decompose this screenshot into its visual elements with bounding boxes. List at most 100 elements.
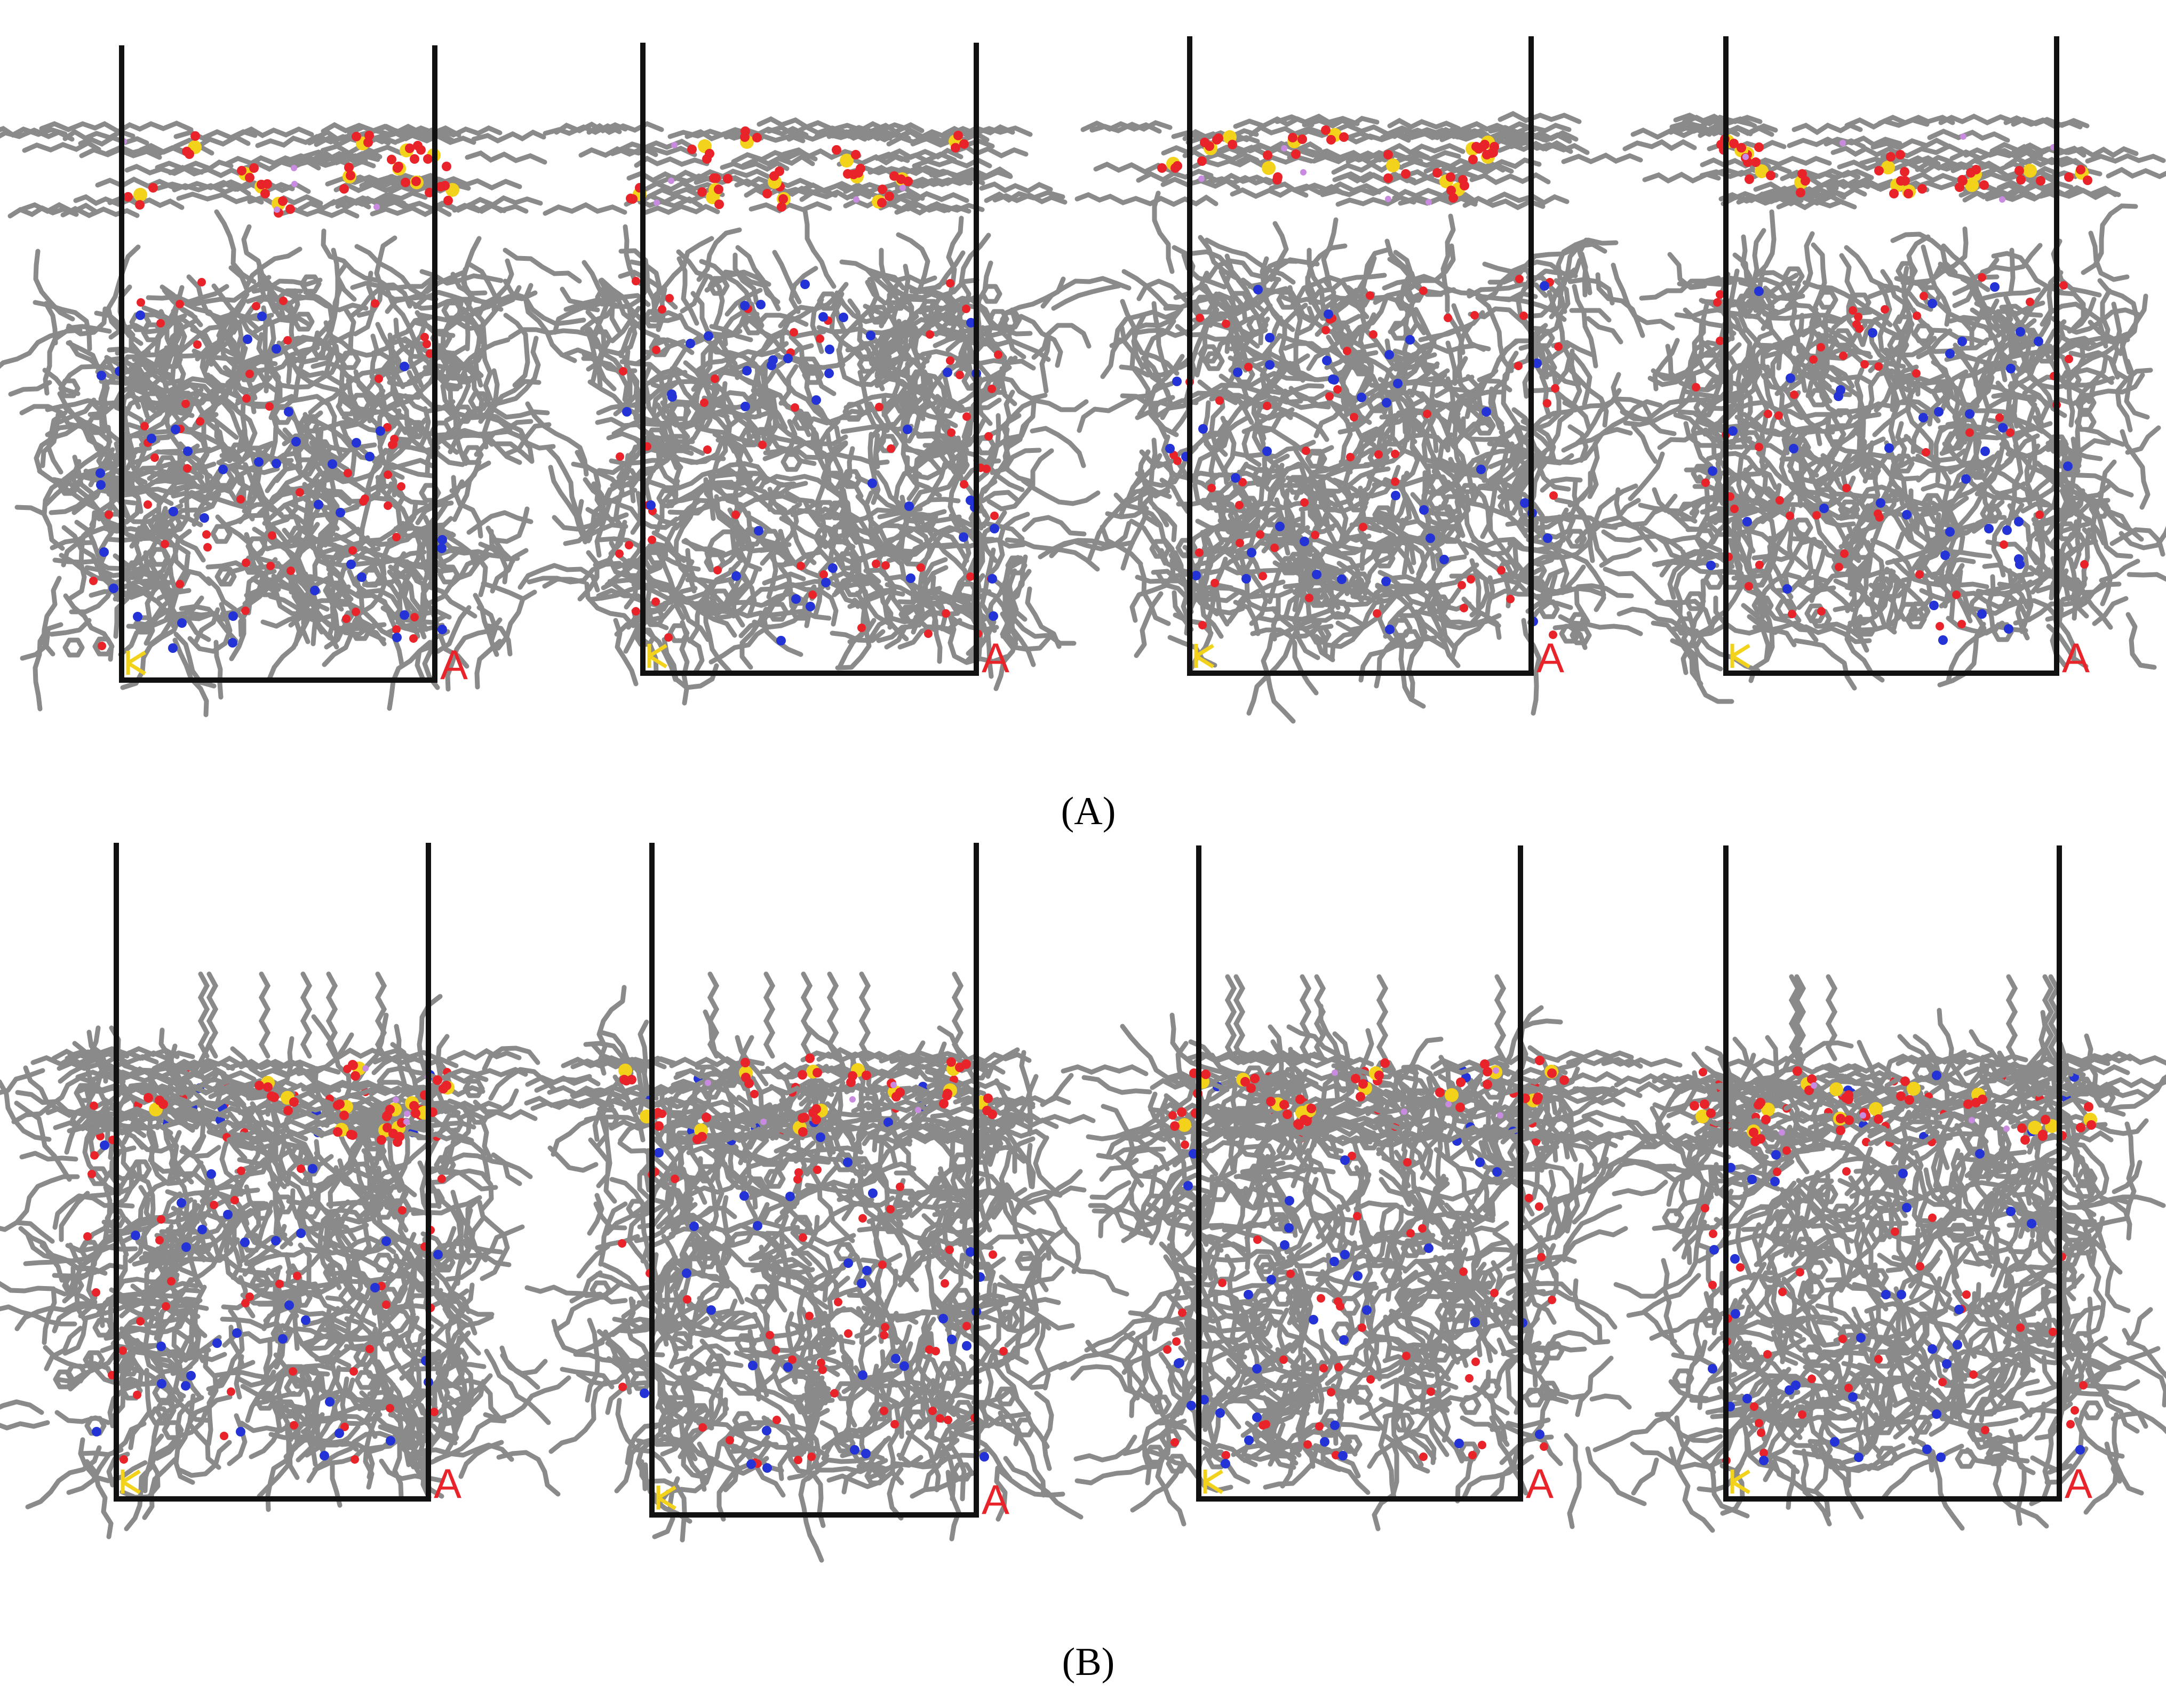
oxygen-atom xyxy=(387,155,396,164)
oxygen-atom xyxy=(654,1121,664,1131)
oxygen-atom xyxy=(813,1166,822,1174)
nitrogen-atom xyxy=(742,366,752,376)
nitrogen-atom xyxy=(156,1342,166,1351)
nitrogen-atom xyxy=(646,500,656,510)
oxygen-atom xyxy=(1775,496,1784,505)
oxygen-atom xyxy=(1701,1204,1709,1212)
oxygen-atom xyxy=(202,530,211,539)
oxygen-atom xyxy=(442,162,451,171)
axis-b-icon xyxy=(647,644,667,668)
nitrogen-atom xyxy=(762,1463,772,1473)
nitrogen-atom xyxy=(767,361,776,370)
oxygen-atom xyxy=(925,1345,934,1354)
oxygen-atom xyxy=(1896,1091,1906,1101)
oxygen-atom xyxy=(348,546,357,555)
oxygen-atom xyxy=(794,1456,802,1464)
oxygen-atom xyxy=(1978,1095,1987,1104)
oxygen-atom xyxy=(961,1059,971,1069)
nitrogen-atom xyxy=(1954,1305,1964,1314)
oxygen-atom xyxy=(405,143,415,153)
oxygen-atom xyxy=(1181,1140,1189,1149)
oxygen-atom xyxy=(1326,135,1336,145)
oxygen-atom xyxy=(652,346,660,354)
oxygen-atom xyxy=(1468,1451,1477,1459)
oxygen-atom xyxy=(1201,1070,1211,1079)
oxygen-atom xyxy=(1427,1387,1435,1396)
oxygen-atom xyxy=(1554,342,1563,351)
oxygen-atom xyxy=(1881,305,1889,314)
oxygen-atom xyxy=(2076,1123,2085,1132)
oxygen-atom xyxy=(190,131,200,141)
oxygen-atom xyxy=(962,305,970,313)
nitrogen-atom xyxy=(1938,635,1948,645)
nitrogen-atom xyxy=(1706,561,1716,570)
oxygen-atom xyxy=(182,147,192,156)
oxygen-atom xyxy=(896,174,906,184)
nitrogen-atom xyxy=(400,610,409,620)
nitrogen-atom xyxy=(320,1451,329,1460)
sulfur-atom xyxy=(1695,1110,1709,1123)
oxygen-atom xyxy=(1559,1075,1569,1085)
oxygen-atom xyxy=(862,1071,871,1080)
sodium-atom xyxy=(1385,196,1391,202)
axis-b-icon xyxy=(1194,644,1214,668)
oxygen-atom xyxy=(392,533,401,541)
oxygen-atom xyxy=(1995,413,2004,422)
row-caption-b: (B) xyxy=(1062,1640,1115,1684)
nitrogen-atom xyxy=(1191,571,1201,580)
oxygen-atom xyxy=(671,1175,679,1183)
oxygen-atom xyxy=(2087,1120,2096,1130)
oxygen-atom xyxy=(762,189,772,198)
nitrogen-atom xyxy=(272,344,281,354)
oxygen-atom xyxy=(1533,1092,1543,1102)
oxygen-atom xyxy=(951,143,960,153)
oxygen-atom xyxy=(1467,575,1475,584)
nitrogen-atom xyxy=(1940,550,1950,560)
snapshot-panel: A xyxy=(503,43,1101,706)
nitrogen-atom xyxy=(1520,498,1530,508)
oxygen-atom xyxy=(2038,1131,2048,1141)
oxygen-atom xyxy=(1283,1110,1292,1119)
nitrogen-atom xyxy=(980,1452,989,1462)
nitrogen-atom xyxy=(1902,1203,1912,1212)
oxygen-atom xyxy=(1854,313,1862,321)
oxygen-atom xyxy=(1796,188,1805,197)
oxygen-atom xyxy=(289,1097,299,1107)
oxygen-atom xyxy=(290,1421,298,1430)
oxygen-atom xyxy=(1955,182,1964,192)
nitrogen-atom xyxy=(1252,1412,1262,1422)
oxygen-atom xyxy=(1535,1056,1544,1065)
oxygen-atom xyxy=(252,302,260,310)
oxygen-atom xyxy=(2016,175,2026,185)
oxygen-atom xyxy=(383,1111,392,1120)
oxygen-atom xyxy=(878,185,887,194)
nitrogen-atom xyxy=(1482,407,1491,417)
oxygen-atom xyxy=(1483,1080,1492,1089)
oxygen-atom xyxy=(395,1132,404,1142)
sodium-atom xyxy=(760,1119,767,1125)
oxygen-atom xyxy=(1912,369,1921,378)
sodium-atom xyxy=(1839,140,1846,146)
nitrogen-atom xyxy=(1439,555,1449,564)
nitrogen-atom xyxy=(1322,356,1332,365)
nitrogen-atom xyxy=(218,465,228,474)
nitrogen-atom xyxy=(1708,466,1717,476)
oxygen-atom xyxy=(766,1331,774,1339)
oxygen-atom xyxy=(1729,139,1739,148)
oxygen-atom xyxy=(830,1389,839,1398)
heteroatoms xyxy=(615,277,1002,645)
nitrogen-atom xyxy=(1357,393,1366,402)
oxygen-atom xyxy=(382,1300,391,1309)
nitrogen-atom xyxy=(1284,1223,1294,1233)
oxygen-atom xyxy=(1750,1402,1758,1411)
oxygen-atom xyxy=(1874,1355,1883,1363)
axis-a-label: A xyxy=(434,1460,461,1507)
sodium-atom xyxy=(671,142,678,148)
oxygen-atom xyxy=(267,1091,276,1101)
oxygen-atom xyxy=(1172,1337,1181,1346)
nitrogen-atom xyxy=(811,395,821,405)
oxygen-atom xyxy=(2083,175,2092,185)
oxygen-atom xyxy=(881,561,890,570)
oxygen-atom xyxy=(1790,390,1798,399)
